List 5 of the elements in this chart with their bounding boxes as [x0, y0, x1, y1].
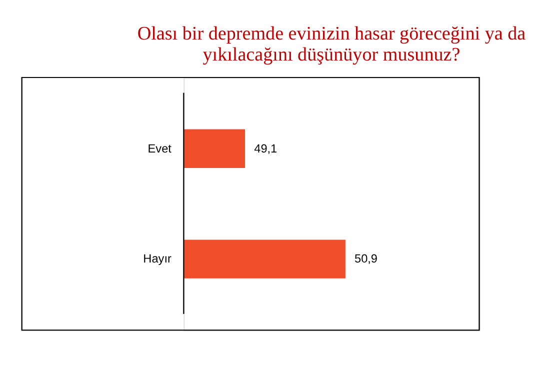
data-label: 50,9 [354, 252, 378, 266]
data-label: 49,1 [254, 141, 278, 156]
chart-title: Olası bir depremde evinizin hasar göreceğini ya da yıkılacağını düşünüyor musunuz? [137, 24, 526, 66]
y-tick-label: Evet [148, 141, 172, 156]
y-tick-label: Hayır [143, 252, 172, 266]
